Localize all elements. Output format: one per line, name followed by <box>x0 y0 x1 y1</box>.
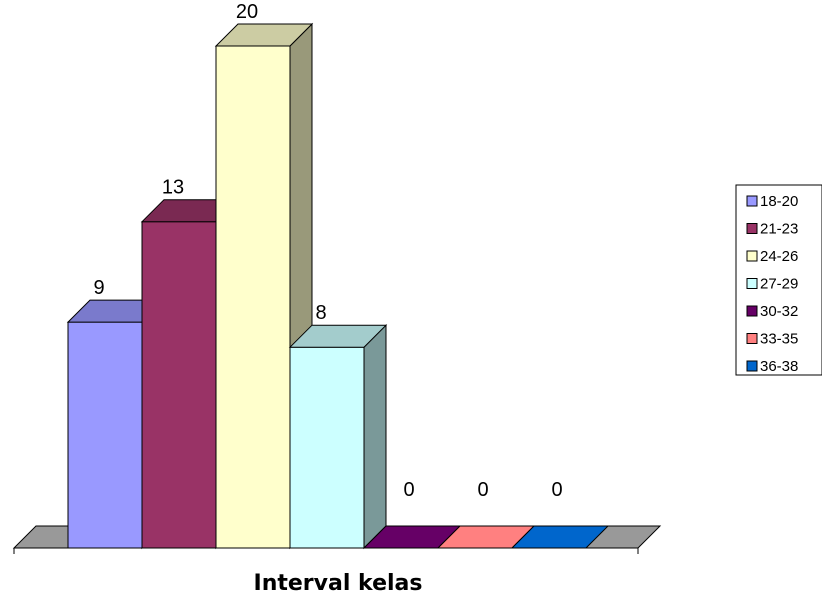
data-label-18-20: 9 <box>93 277 104 299</box>
data-label-27-29: 8 <box>315 302 326 324</box>
legend-label-18-20: 18-20 <box>760 193 798 210</box>
x-axis-title: Interval kelas <box>254 571 423 596</box>
legend-swatch-33-35 <box>746 333 758 344</box>
legend-label-30-32: 30-32 <box>760 303 798 320</box>
bar-front <box>67 321 143 549</box>
legend-label-36-38: 36-38 <box>760 358 798 375</box>
bar-front <box>289 346 365 549</box>
bar-top <box>214 23 314 47</box>
legend-label-33-35: 33-35 <box>760 331 798 348</box>
data-label-30-32: 0 <box>403 479 414 501</box>
legend-swatch-30-32 <box>746 305 758 317</box>
bar-front <box>215 45 291 549</box>
legend-label-27-29: 27-29 <box>760 276 798 293</box>
bar-top <box>288 324 388 348</box>
bar-side <box>363 323 387 550</box>
data-label-24-26: 20 <box>236 1 258 23</box>
legend-swatch-21-23 <box>746 223 758 234</box>
legend-label-24-26: 24-26 <box>760 248 798 265</box>
legend-label-21-23: 21-23 <box>760 221 798 238</box>
legend-swatch-24-26 <box>746 250 758 262</box>
data-label-36-38: 0 <box>551 479 562 501</box>
legend-swatch-27-29 <box>746 278 758 289</box>
legend-swatch-36-38 <box>746 360 758 372</box>
plot-area: 9 13 20 8 0 0 0 <box>12 1 662 554</box>
data-label-33-35: 0 <box>477 479 488 501</box>
data-label-21-23: 13 <box>162 177 184 199</box>
legend: 18-20 21-23 24-26 27-29 30-32 33-35 36-38 <box>735 184 822 376</box>
legend-swatch-18-20 <box>746 195 758 207</box>
bar-27-29 <box>288 323 388 550</box>
bar-front <box>141 221 217 549</box>
